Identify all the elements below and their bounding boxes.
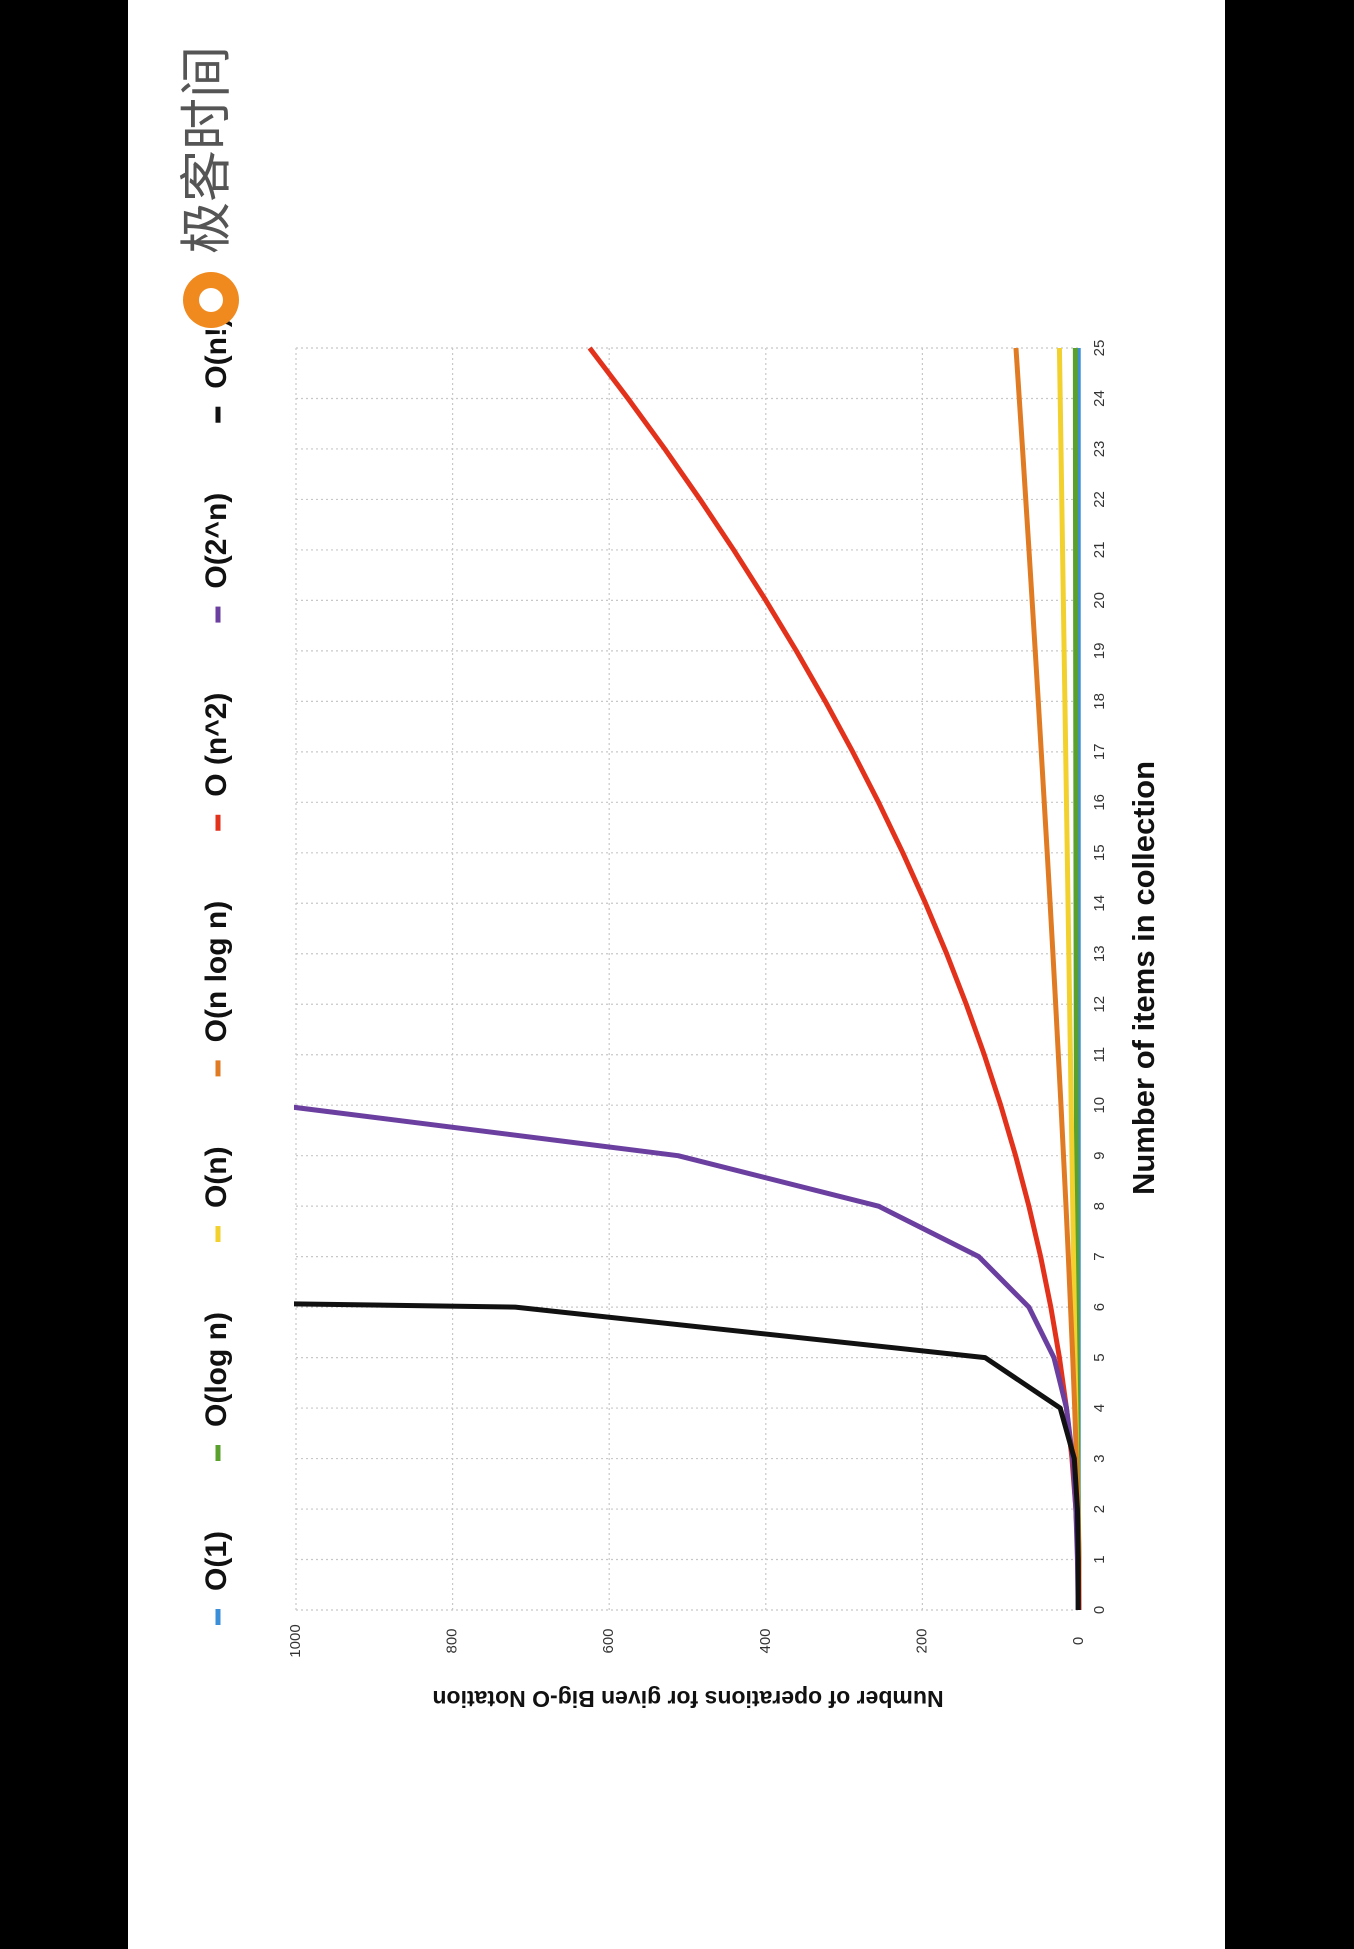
x-tick-label: 2 (1091, 1505, 1108, 1513)
x-tick-label: 3 (1091, 1454, 1108, 1462)
x-tick-label: 4 (1091, 1404, 1108, 1412)
y-tick-label: 200 (913, 1628, 930, 1653)
x-tick-label: 6 (1091, 1303, 1108, 1311)
x-tick-label: 0 (1091, 1606, 1108, 1614)
legend-label: O (n^2) (200, 693, 233, 797)
x-tick-label: 9 (1091, 1152, 1108, 1160)
legend-label: O(2^n) (200, 493, 233, 589)
x-tick-label: 1 (1091, 1555, 1108, 1563)
x-tick-label: 14 (1091, 895, 1108, 912)
x-tick-label: 20 (1091, 592, 1108, 609)
x-tick-label: 19 (1091, 643, 1108, 660)
x-tick-label: 22 (1091, 491, 1108, 508)
y-tick-label: 600 (600, 1628, 617, 1653)
plot-area (294, 346, 1082, 1611)
logo: 极客时间 (179, 46, 239, 328)
legend-label: O(n) (200, 1146, 233, 1208)
x-tick-label: 8 (1091, 1202, 1108, 1210)
y-axis-title: Number of operations for given Big-O Not… (432, 1686, 943, 1712)
page-background (128, 0, 1225, 1949)
x-tick-label: 23 (1091, 441, 1108, 458)
watermark: 极客时间 (179, 46, 237, 254)
x-tick-label: 21 (1091, 542, 1108, 559)
x-tick-label: 17 (1091, 743, 1108, 760)
y-tick-label: 0 (1070, 1637, 1087, 1645)
y-tick-label: 800 (444, 1628, 461, 1653)
x-tick-label: 5 (1091, 1353, 1108, 1361)
x-tick-label: 11 (1091, 1047, 1108, 1063)
x-tick-label: 12 (1091, 996, 1108, 1013)
legend-label: O(log n) (200, 1312, 233, 1427)
y-tick-label: 1000 (287, 1624, 304, 1657)
legend-label: O(n log n) (200, 901, 233, 1043)
x-tick-label: 7 (1091, 1252, 1108, 1260)
x-tick-label: 15 (1091, 844, 1108, 861)
legend-label: O(n!) (200, 317, 233, 389)
series-line (1013, 347, 1082, 1610)
x-tick-label: 13 (1091, 945, 1108, 962)
x-axis-title: Number of items in collection (1126, 761, 1161, 1195)
series-line (294, 1301, 1081, 1610)
x-tick-label: 10 (1091, 1097, 1108, 1114)
x-tick-label: 18 (1091, 693, 1108, 710)
x-tick-label: 25 (1091, 340, 1108, 357)
logo-icon (199, 288, 223, 312)
y-tick-label: 400 (757, 1628, 774, 1653)
legend-label: O(1) (200, 1531, 233, 1591)
x-tick-label: 24 (1091, 390, 1108, 407)
x-tick-label: 16 (1091, 794, 1108, 811)
